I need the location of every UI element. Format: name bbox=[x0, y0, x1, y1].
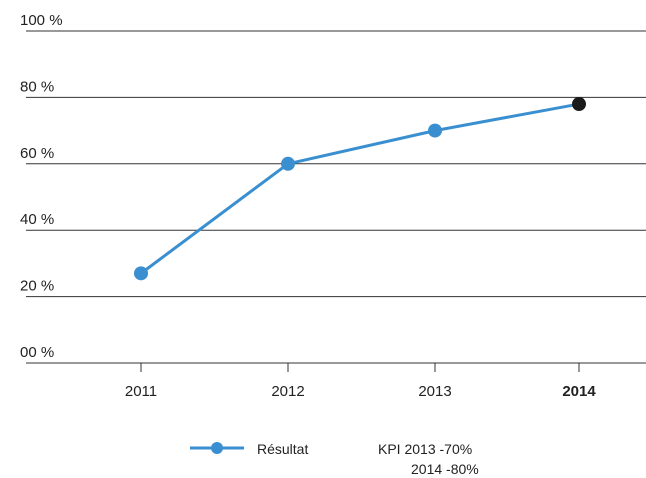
y-tick-label: 20 % bbox=[20, 278, 54, 295]
data-point bbox=[281, 156, 295, 171]
y-tick-label: 00 % bbox=[20, 344, 54, 361]
y-axis-ticks: 00 % 20 % 40 % 60 % 80 % 100 % bbox=[20, 12, 63, 361]
x-tick-label: 2011 bbox=[125, 383, 157, 400]
y-tick-label: 60 % bbox=[20, 145, 54, 162]
legend-kpi-line2: 2014 -80% bbox=[411, 461, 479, 477]
gridlines bbox=[26, 30, 646, 364]
x-tick-label: 2012 bbox=[271, 383, 304, 400]
x-tick-label: 2014 bbox=[562, 383, 596, 400]
data-point bbox=[134, 266, 148, 281]
y-tick-label: 80 % bbox=[20, 78, 54, 95]
y-tick-label: 40 % bbox=[20, 211, 54, 228]
legend-series-label: Résultat bbox=[257, 441, 308, 457]
y-tick-label: 100 % bbox=[20, 12, 63, 29]
x-axis-ticks: 2011 2012 2013 2014 bbox=[125, 363, 596, 400]
legend: Résultat KPI 2013 -70% 2014 -80% bbox=[190, 441, 479, 477]
data-point bbox=[428, 123, 442, 138]
legend-kpi-line1: KPI 2013 -70% bbox=[378, 441, 472, 457]
data-point bbox=[572, 97, 586, 112]
legend-marker-icon bbox=[211, 442, 223, 454]
x-tick-label: 2013 bbox=[418, 383, 451, 400]
series-resultat bbox=[134, 97, 586, 281]
series-line bbox=[140, 102, 580, 275]
